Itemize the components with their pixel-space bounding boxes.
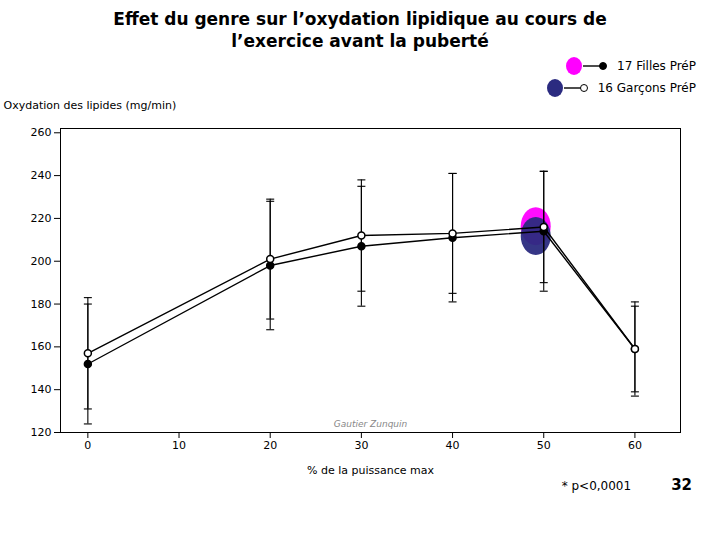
svg-text:200: 200 (31, 255, 52, 268)
svg-text:30: 30 (354, 439, 368, 452)
svg-text:60: 60 (628, 439, 642, 452)
svg-text:0: 0 (84, 439, 91, 452)
html-text:Effet du genre sur l’oxydation: Effet du genre sur l’oxydation lipidique… (113, 9, 607, 29)
svg-text:40: 40 (446, 439, 460, 452)
html-text:16 Garçons PréP: 16 Garçons PréP (597, 81, 696, 95)
html-text:17 Filles PréP: 17 Filles PréP (617, 59, 696, 73)
svg-text:140: 140 (31, 383, 52, 396)
svg-text:240: 240 (31, 169, 52, 182)
svg-text:50: 50 (537, 439, 551, 452)
svg-text:Oxydation des lipides (mg/min): Oxydation des lipides (mg/min) (4, 99, 177, 112)
svg-text:20: 20 (263, 439, 277, 452)
html-text:l’exercice avant la puberté: l’exercice avant la puberté (231, 31, 489, 51)
html-text:* p<0,0001: * p<0,0001 (561, 479, 632, 493)
svg-text:260: 260 (31, 126, 52, 139)
svg-text:120: 120 (31, 426, 52, 439)
svg-text:160: 160 (31, 340, 52, 353)
svg-text:Gautier Zunquin: Gautier Zunquin (334, 419, 408, 429)
svg-text:180: 180 (31, 298, 52, 311)
svg-text:220: 220 (31, 212, 52, 225)
svg-text:10: 10 (172, 439, 186, 452)
html-text:32: 32 (671, 476, 692, 494)
svg-text:% de la puissance max: % de la puissance max (307, 464, 434, 477)
